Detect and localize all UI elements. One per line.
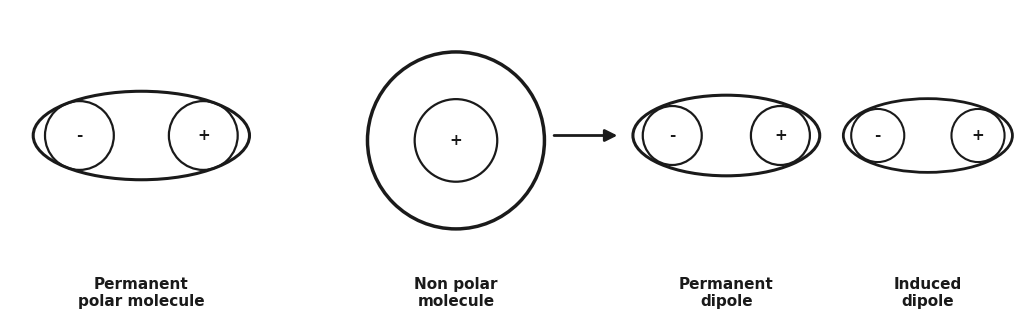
Text: Permanent
polar molecule: Permanent polar molecule — [78, 277, 205, 309]
Text: -: - — [76, 128, 83, 143]
Text: +: + — [774, 128, 786, 143]
Text: +: + — [197, 128, 210, 143]
Text: Non polar
molecule: Non polar molecule — [415, 277, 498, 309]
Text: -: - — [874, 128, 881, 143]
Text: +: + — [972, 128, 984, 143]
Text: Permanent
dipole: Permanent dipole — [679, 277, 774, 309]
Text: -: - — [669, 128, 676, 143]
Text: Induced
dipole: Induced dipole — [894, 277, 962, 309]
Text: +: + — [450, 133, 462, 148]
